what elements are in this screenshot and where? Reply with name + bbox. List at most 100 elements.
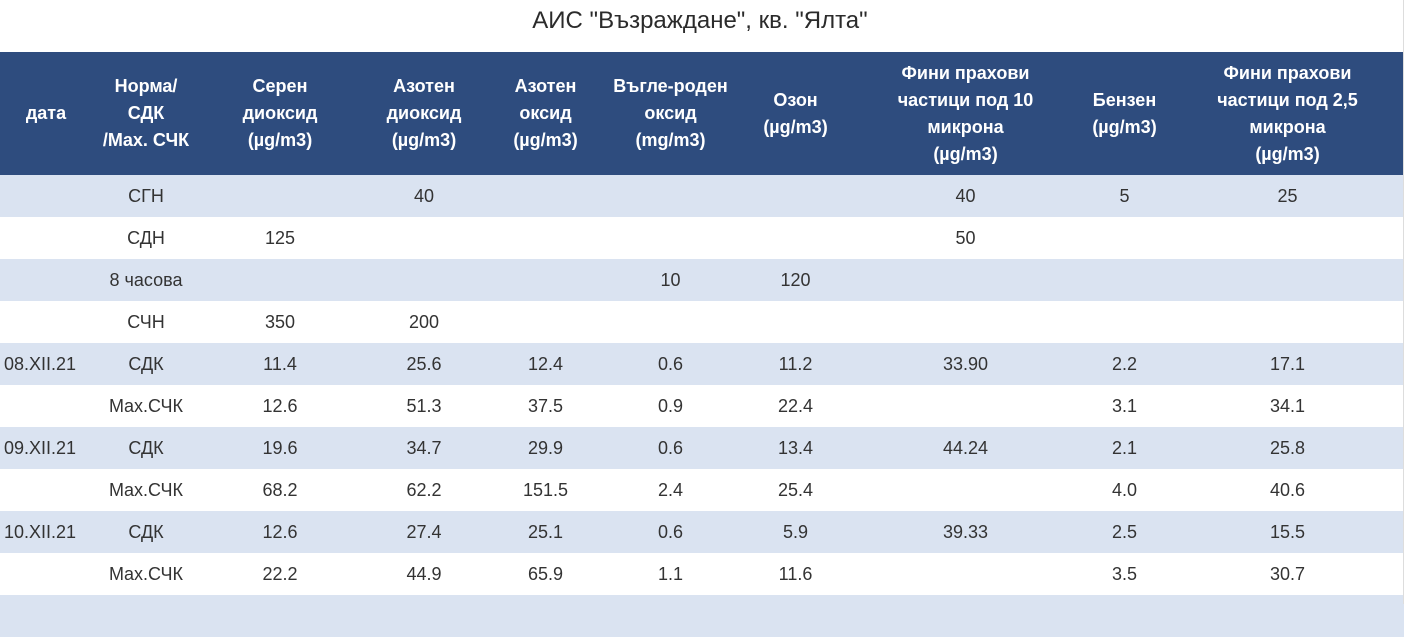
value-cell [1078, 595, 1171, 637]
value-cell: 33.90 [942, 353, 989, 374]
date-cell: 09.XII.21 [4, 437, 77, 458]
value-cell: 65.9 [527, 563, 564, 584]
value-cell [738, 175, 853, 217]
value-cell: 120 [780, 269, 811, 290]
header-sulfur-dioxide: Серен диоксид (µg/m3) [242, 76, 318, 150]
value-cell [738, 595, 853, 637]
norm-cell: СДК [128, 521, 164, 542]
value-cell: 151.5 [522, 479, 569, 500]
header-norm: Норма/ СДК /Max. СЧК [102, 76, 190, 150]
value-cell: 11.4 [263, 353, 297, 374]
value-cell [603, 217, 738, 259]
table-row: Max.СЧК 22.2 44.9 65.9 1.1 11.6 3.5 30.7 [0, 553, 1404, 595]
value-cell [360, 595, 488, 637]
value-cell: 5 [1119, 185, 1130, 206]
value-cell: 44.9 [406, 563, 442, 584]
value-cell [1171, 259, 1404, 301]
value-cell [853, 469, 1078, 511]
norm-cell [92, 595, 200, 637]
norm-cell: Max.СЧК [109, 395, 183, 416]
value-cell [200, 175, 360, 217]
value-cell: 200 [408, 311, 440, 332]
norm-cell: СДН [127, 227, 165, 248]
value-cell [853, 259, 1078, 301]
value-cell: 12.6 [262, 395, 298, 416]
value-cell: 34.7 [406, 437, 442, 458]
value-cell: 3.1 [1111, 395, 1138, 416]
value-cell: 39.33 [942, 521, 989, 542]
header-date: дата [25, 103, 67, 123]
value-cell [1078, 259, 1171, 301]
page-title: АИС "Възраждане", кв. "Ялта" [532, 7, 868, 34]
value-cell: 2.5 [1111, 521, 1138, 542]
table-row: Max.СЧК 12.6 51.3 37.5 0.9 22.4 3.1 34.1 [0, 385, 1404, 427]
norm-cell: Max.СЧК [109, 563, 183, 584]
value-cell: 25.6 [406, 353, 442, 374]
table-row: СГН 40 40 5 25 [0, 175, 1404, 217]
value-cell [488, 259, 603, 301]
value-cell: 11.2 [778, 353, 813, 374]
header-ozone: Озон (µg/m3) [763, 89, 828, 137]
table-row: Max.СЧК 68.2 62.2 151.5 2.4 25.4 4.0 40.6 [0, 469, 1404, 511]
norm-cell: Max.СЧК [109, 479, 183, 500]
value-cell: 37.5 [527, 395, 564, 416]
value-cell: 13.4 [777, 437, 814, 458]
date-cell [0, 595, 92, 637]
value-cell: 2.1 [1111, 437, 1138, 458]
table-body: СГН 40 40 5 25 СДН 125 50 8 часова 10 120 СЧН 350 200… [0, 175, 1404, 637]
value-cell: 10 [660, 269, 681, 290]
value-cell [853, 301, 1078, 343]
value-cell [853, 553, 1078, 595]
value-cell [853, 385, 1078, 427]
date-cell [0, 553, 92, 595]
value-cell: 4.0 [1111, 479, 1138, 500]
value-cell: 12.6 [262, 521, 298, 542]
table-row: 08.XII.21 СДК 11.4 25.6 12.4 0.6 11.2 33.90 2.2 1… [0, 343, 1404, 385]
value-cell [1171, 301, 1404, 343]
value-cell: 19.6 [262, 437, 298, 458]
value-cell [360, 217, 488, 259]
value-cell: 15.5 [1269, 521, 1306, 542]
value-cell [738, 217, 853, 259]
norm-cell: СЧН [127, 311, 165, 332]
value-cell: 12.4 [527, 353, 564, 374]
value-cell: 17.1 [1269, 353, 1306, 374]
value-cell [488, 301, 603, 343]
date-cell [0, 217, 92, 259]
date-cell [0, 175, 92, 217]
norm-cell: 8 часова [109, 269, 183, 290]
value-cell: 2.4 [657, 479, 684, 500]
value-cell [1171, 217, 1404, 259]
date-cell [0, 385, 92, 427]
value-cell [738, 301, 853, 343]
value-cell: 0.6 [657, 437, 684, 458]
date-cell: 10.XII.21 [4, 521, 77, 542]
value-cell: 0.6 [657, 353, 684, 374]
value-cell: 350 [264, 311, 296, 332]
value-cell: 68.2 [262, 479, 298, 500]
value-cell: 0.9 [657, 395, 684, 416]
value-cell [488, 595, 603, 637]
value-cell [1078, 301, 1171, 343]
value-cell [488, 175, 603, 217]
value-cell [200, 595, 360, 637]
value-cell [603, 301, 738, 343]
value-cell: 22.4 [777, 395, 814, 416]
header-nitrogen-oxide: Азотен оксид (µg/m3) [513, 76, 578, 150]
date-cell [0, 301, 92, 343]
value-cell [1078, 217, 1171, 259]
scrollbar[interactable] [1403, 0, 1412, 604]
table-header-row: дата Норма/ СДК /Max. СЧК Серен диоксид (µ… [0, 52, 1404, 175]
date-cell [0, 469, 92, 511]
value-cell: 25.8 [1269, 437, 1306, 458]
value-cell [853, 595, 1078, 637]
value-cell: 2.2 [1111, 353, 1138, 374]
value-cell: 25 [1277, 185, 1298, 206]
header-pm10: Фини прахови частици под 10 микрона (µg/… [897, 62, 1034, 164]
norm-cell: СГН [128, 185, 164, 206]
table-row: 10.XII.21 СДК 12.6 27.4 25.1 0.6 5.9 39.33 2.5 15… [0, 511, 1404, 553]
value-cell [200, 259, 360, 301]
value-cell: 25.1 [527, 521, 564, 542]
value-cell [1171, 595, 1404, 637]
value-cell: 125 [264, 227, 296, 248]
